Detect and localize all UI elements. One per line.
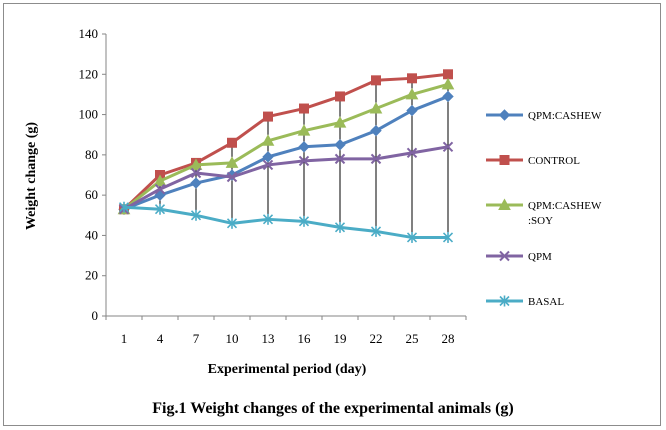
data-point-qpm-cashew: [370, 124, 382, 137]
data-point-qpm-cashew: [262, 151, 274, 163]
legend-marker: [498, 198, 511, 210]
x-axis-label: Experimental period (day): [208, 362, 367, 377]
legend-entry-control: CONTROL: [486, 155, 580, 167]
series-layer: [117, 69, 455, 243]
y-axis-label: Weight change (g): [24, 122, 39, 230]
chart-frame: [3, 3, 661, 426]
data-point-control: [335, 91, 345, 102]
data-point-control: [407, 73, 417, 84]
figure-caption: Fig.1 Weight changes of the experimental…: [152, 400, 513, 417]
legend-entry-qpm-cashew-soy: QPM:CASHEW:SOY: [486, 198, 602, 227]
data-point-qpm: [442, 141, 454, 153]
data-point-control: [371, 75, 381, 86]
data-point-basal: [406, 231, 418, 243]
legend-label: CONTROL: [528, 155, 580, 167]
data-point-qpm-cashew: [190, 177, 202, 189]
data-point-qpm-cashew-soy: [297, 124, 311, 136]
data-point-qpm-cashew-soy: [261, 134, 275, 146]
data-point-control: [299, 103, 309, 114]
x-tick-label: 1: [121, 331, 128, 346]
legend-marker: [499, 295, 510, 307]
series-line-control: [122, 72, 449, 211]
x-tick-label: 19: [334, 331, 347, 346]
data-point-qpm-cashew-soy: [333, 116, 347, 128]
data-point-basal: [298, 215, 310, 227]
x-tick-label: 22: [370, 331, 383, 346]
legend-label: QPM:CASHEW: [528, 110, 602, 122]
data-point-control: [263, 111, 273, 122]
x-tick-label: 25: [406, 331, 419, 346]
data-point-basal: [190, 209, 202, 221]
data-point-qpm-cashew-soy: [369, 101, 383, 114]
y-tick-label: 80: [85, 147, 98, 162]
x-axis-ticks: 1 4 7 10 13 16 19 22 25 28: [105, 316, 467, 346]
data-point-qpm-cashew: [442, 90, 454, 103]
series-qpm-cashew-soy: [117, 77, 455, 215]
data-point-basal: [370, 225, 382, 237]
data-point-basal: [262, 213, 274, 225]
y-tick-label: 40: [85, 227, 98, 242]
data-point-qpm: [262, 159, 274, 171]
data-point-qpm-cashew: [334, 139, 346, 151]
series-qpm-cashew: [118, 90, 454, 215]
x-tick-label: 10: [226, 331, 239, 346]
x-tick-label: 7: [193, 331, 200, 346]
data-point-qpm: [370, 153, 382, 165]
x-tick-label: 13: [262, 331, 275, 346]
data-point-qpm-cashew-soy: [153, 174, 167, 187]
data-point-control: [443, 69, 453, 80]
data-point-basal: [442, 231, 454, 243]
data-point-qpm-cashew: [406, 104, 418, 117]
x-tick-label: 28: [442, 331, 455, 346]
data-point-qpm: [190, 167, 202, 179]
data-point-qpm: [298, 155, 310, 167]
legend-label: QPM:CASHEW:SOY: [528, 200, 602, 227]
x-tick-label: 4: [157, 331, 164, 346]
data-point-qpm-cashew-soy: [189, 158, 203, 170]
legend: QPM:CASHEW CONTROL QPM:CASHEW:SOY QPM BASAL: [486, 109, 602, 308]
legend-entry-qpm-cashew: QPM:CASHEW: [486, 109, 602, 122]
y-tick-label: 140: [79, 26, 99, 41]
series-qpm: [118, 141, 454, 215]
legend-label: QPM: [528, 251, 552, 263]
series-line-qpm-cashew-soy: [123, 82, 449, 211]
data-point-control: [227, 137, 237, 148]
data-point-qpm-cashew: [298, 141, 310, 153]
y-tick-label: 120: [79, 66, 99, 81]
legend-marker: [499, 250, 510, 262]
data-point-qpm: [154, 183, 166, 195]
legend-entry-basal: BASAL: [486, 295, 564, 308]
series-basal: [118, 201, 454, 243]
data-point-qpm-cashew-soy: [225, 156, 239, 168]
legend-entry-qpm: QPM: [486, 250, 552, 263]
data-point-basal: [154, 203, 166, 215]
x-tick-label: 16: [298, 331, 312, 346]
legend-marker: [498, 109, 511, 121]
y-axis-ticks: 0 20 40 60 80 100 120 140: [79, 26, 106, 323]
y-tick-label: 20: [85, 268, 98, 283]
data-point-qpm: [226, 171, 238, 183]
y-tick-label: 60: [85, 187, 98, 202]
data-point-qpm-cashew-soy: [405, 87, 419, 100]
series-line-qpm: [123, 145, 449, 211]
legend-marker: [499, 155, 510, 165]
data-point-qpm: [406, 147, 418, 159]
data-point-basal: [334, 221, 346, 233]
series-line-basal: [123, 205, 448, 239]
y-tick-label: 0: [92, 308, 99, 323]
data-point-basal: [226, 217, 238, 229]
data-point-basal: [118, 201, 130, 213]
data-point-qpm: [334, 153, 346, 165]
y-tick-label: 100: [79, 107, 99, 122]
legend-label: BASAL: [528, 296, 564, 308]
data-point-qpm-cashew-soy: [441, 77, 455, 90]
series-line-qpm-cashew: [123, 95, 449, 211]
